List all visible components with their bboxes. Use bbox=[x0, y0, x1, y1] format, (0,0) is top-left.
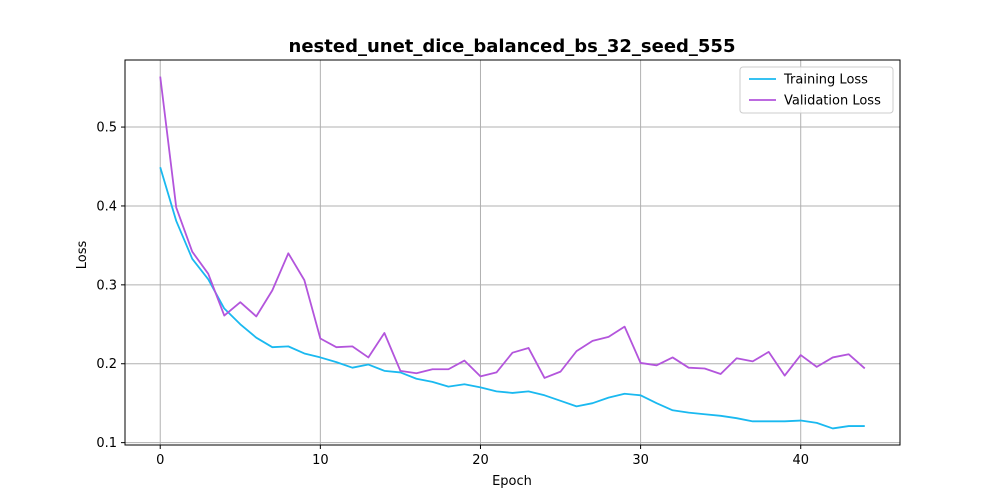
legend-entry-label: Validation Loss bbox=[784, 94, 881, 109]
x-tick-label: 30 bbox=[632, 453, 649, 468]
legend-box bbox=[739, 66, 894, 114]
x-tick-label: 40 bbox=[792, 453, 809, 468]
y-tick-label: 0.2 bbox=[96, 357, 117, 372]
y-axis-label: Loss bbox=[75, 241, 90, 270]
legend-entry-label: Training Loss bbox=[783, 73, 868, 88]
x-tick-label: 20 bbox=[472, 453, 489, 468]
y-tick-label: 0.4 bbox=[96, 199, 117, 214]
grid bbox=[125, 60, 900, 445]
x-tick-label: 10 bbox=[312, 453, 329, 468]
legend: Training Loss Validation Loss bbox=[739, 66, 894, 114]
y-tick-label: 0.1 bbox=[96, 436, 117, 451]
axis-ticks: 0 10 20 30 40 0.1 0.2 0.3 0.4 0.5 bbox=[96, 121, 809, 468]
series-lines bbox=[159, 76, 866, 430]
y-tick-label: 0.5 bbox=[96, 121, 117, 136]
chart-title: nested_unet_dice_balanced_bs_32_seed_555 bbox=[289, 36, 736, 57]
x-axis-label: Epoch bbox=[492, 474, 532, 489]
series-line-validation-loss bbox=[159, 76, 866, 379]
x-tick-label: 0 bbox=[156, 453, 164, 468]
series-line-training-loss bbox=[159, 167, 865, 430]
plot-area-frame bbox=[124, 59, 901, 446]
y-tick-label: 0.3 bbox=[96, 278, 117, 293]
